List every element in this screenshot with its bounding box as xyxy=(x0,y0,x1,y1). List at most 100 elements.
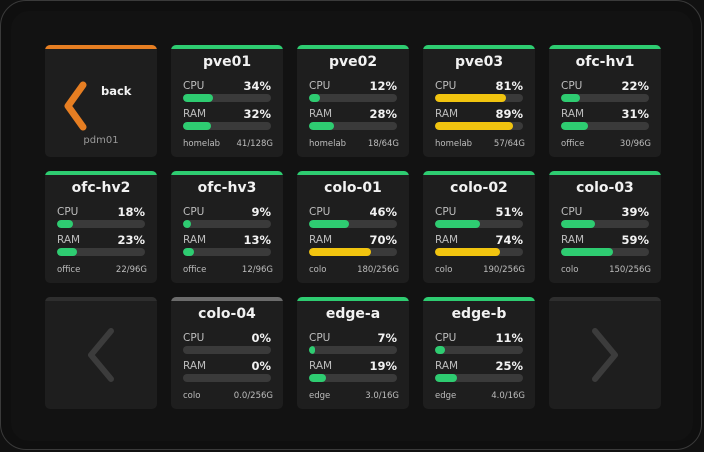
ram-label: RAM xyxy=(309,234,333,246)
node-tile-ofc-hv1[interactable]: ofc-hv1 CPU 22% RAM 31% office 30/96G xyxy=(549,45,661,157)
cpu-value: 22% xyxy=(621,79,649,93)
cpu-bar-track xyxy=(309,94,397,102)
ram-bar-fill xyxy=(309,122,334,130)
cpu-value: 18% xyxy=(117,205,145,219)
cpu-bar-fill xyxy=(435,220,480,228)
ram-label: RAM xyxy=(57,234,81,246)
ram-metric: RAM 74% xyxy=(435,233,523,258)
status-bar xyxy=(423,171,535,175)
cpu-metric: CPU 7% xyxy=(309,331,397,356)
next-page-button[interactable] xyxy=(549,297,661,409)
disk-usage: 18/64G xyxy=(367,139,399,149)
cpu-metric: CPU 46% xyxy=(309,205,397,230)
status-bar xyxy=(549,45,661,49)
status-bar xyxy=(297,45,409,49)
cpu-bar-track xyxy=(435,346,523,354)
ram-value: 32% xyxy=(243,107,271,121)
ram-label: RAM xyxy=(435,360,459,372)
group-label: office xyxy=(57,265,81,275)
cpu-bar-fill xyxy=(183,220,191,228)
cpu-value: 46% xyxy=(369,205,397,219)
status-bar xyxy=(549,171,661,175)
node-tile-pve03[interactable]: pve03 CPU 81% RAM 89% homelab 57/64G xyxy=(423,45,535,157)
prev-status-bar xyxy=(45,297,157,301)
disk-usage: 4.0/16G xyxy=(491,391,525,401)
ram-bar-track xyxy=(57,248,145,256)
node-name: edge-a xyxy=(325,306,381,322)
cpu-bar-fill xyxy=(57,220,73,228)
node-tile-edge-b[interactable]: edge-b CPU 11% RAM 25% edge 4.0/16G xyxy=(423,297,535,409)
cpu-label: CPU xyxy=(561,206,583,218)
node-name: ofc-hv3 xyxy=(197,180,257,196)
cpu-bar-fill xyxy=(309,346,316,354)
ram-bar-track xyxy=(183,122,271,130)
node-tile-ofc-hv3[interactable]: ofc-hv3 CPU 9% RAM 13% office 12/96G xyxy=(171,171,283,283)
ram-bar-fill xyxy=(309,248,371,256)
node-tile-colo-02[interactable]: colo-02 CPU 51% RAM 74% colo 190/256G xyxy=(423,171,535,283)
ram-bar-fill xyxy=(561,248,613,256)
button-grid: back pdm01 pve01 CPU 34% RAM 32% homelab 41/12… xyxy=(11,11,693,441)
ram-metric: RAM 23% xyxy=(57,233,145,258)
group-label: homelab xyxy=(309,139,347,149)
disk-usage: 150/256G xyxy=(609,265,651,275)
cpu-bar-fill xyxy=(309,94,320,102)
cpu-bar-fill xyxy=(183,94,213,102)
ram-bar-track xyxy=(183,248,271,256)
ram-value: 23% xyxy=(117,233,145,247)
node-name: pve02 xyxy=(328,54,378,70)
cpu-label: CPU xyxy=(309,206,331,218)
node-tile-pve01[interactable]: pve01 CPU 34% RAM 32% homelab 41/128G xyxy=(171,45,283,157)
ram-label: RAM xyxy=(561,108,585,120)
ram-bar-track xyxy=(435,122,523,130)
group-label: office xyxy=(561,139,585,149)
group-label: colo xyxy=(309,265,327,275)
chevron-right-icon xyxy=(592,328,618,382)
status-bar xyxy=(171,45,283,49)
status-bar xyxy=(423,297,535,301)
cpu-metric: CPU 18% xyxy=(57,205,145,230)
ram-bar-track xyxy=(309,122,397,130)
group-label: homelab xyxy=(435,139,473,149)
ram-label: RAM xyxy=(309,360,333,372)
node-tile-colo-04[interactable]: colo-04 CPU 0% RAM 0% colo 0.0/256G xyxy=(171,297,283,409)
node-tile-edge-a[interactable]: edge-a CPU 7% RAM 19% edge 3.0/16G xyxy=(297,297,409,409)
ram-bar-fill xyxy=(561,122,589,130)
back-status-bar xyxy=(45,45,157,49)
ram-bar-track xyxy=(561,248,649,256)
ram-metric: RAM 89% xyxy=(435,107,523,132)
ram-value: 59% xyxy=(621,233,649,247)
cpu-metric: CPU 34% xyxy=(183,79,271,104)
ram-bar-fill xyxy=(57,248,78,256)
cpu-bar-track xyxy=(183,94,271,102)
group-label: colo xyxy=(561,265,579,275)
node-name: pve03 xyxy=(454,54,504,70)
cpu-label: CPU xyxy=(183,206,205,218)
node-name: colo-02 xyxy=(450,180,508,196)
group-label: colo xyxy=(183,391,201,401)
ram-bar-fill xyxy=(309,374,326,382)
back-label: back xyxy=(101,84,132,98)
ram-metric: RAM 31% xyxy=(561,107,649,132)
disk-usage: 57/64G xyxy=(493,139,525,149)
cpu-metric: CPU 81% xyxy=(435,79,523,104)
cpu-metric: CPU 12% xyxy=(309,79,397,104)
disk-usage: 41/128G xyxy=(236,139,274,149)
node-tile-colo-03[interactable]: colo-03 CPU 39% RAM 59% colo 150/256G xyxy=(549,171,661,283)
cpu-bar-track xyxy=(183,346,271,354)
prev-page-button[interactable] xyxy=(45,297,157,409)
back-button[interactable]: back pdm01 xyxy=(45,45,157,157)
cpu-bar-fill xyxy=(561,220,596,228)
ram-value: 19% xyxy=(369,359,397,373)
node-name: edge-b xyxy=(451,306,507,322)
ram-metric: RAM 13% xyxy=(183,233,271,258)
ram-value: 28% xyxy=(369,107,397,121)
node-name: colo-01 xyxy=(324,180,382,196)
group-label: edge xyxy=(435,391,457,401)
node-tile-ofc-hv2[interactable]: ofc-hv2 CPU 18% RAM 23% office 22/96G xyxy=(45,171,157,283)
node-tile-pve02[interactable]: pve02 CPU 12% RAM 28% homelab 18/64G xyxy=(297,45,409,157)
node-name: ofc-hv2 xyxy=(71,180,131,196)
chevron-left-icon xyxy=(88,328,114,382)
disk-usage: 3.0/16G xyxy=(365,391,399,401)
ram-bar-fill xyxy=(183,122,212,130)
node-tile-colo-01[interactable]: colo-01 CPU 46% RAM 70% colo 180/256G xyxy=(297,171,409,283)
